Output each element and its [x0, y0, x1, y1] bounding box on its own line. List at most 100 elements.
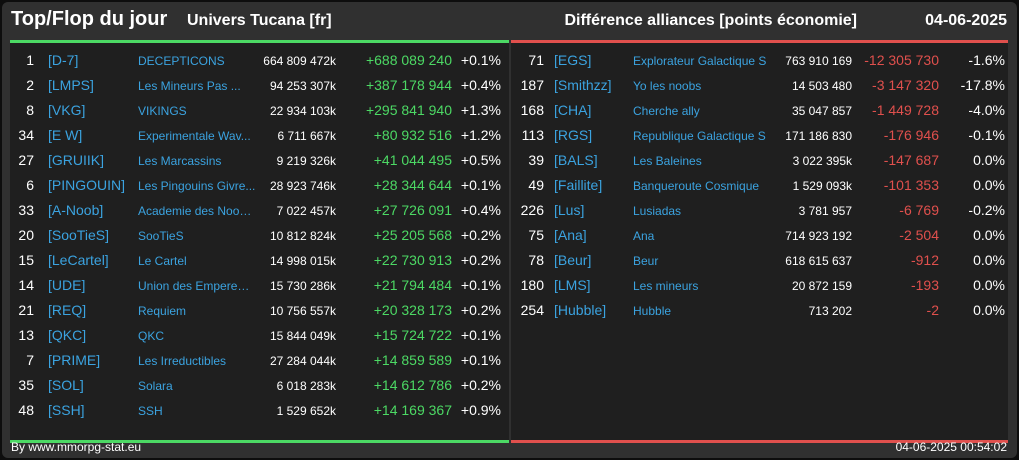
alliance-name-link[interactable]: Republique Galactique S [633, 129, 766, 143]
alliance-name-link[interactable]: Union des Empereur... [138, 279, 256, 293]
rank-cell: 33 [18, 202, 34, 218]
alliance-name-link[interactable]: SSH [138, 404, 163, 418]
diff-cell: +20 328 173 [373, 302, 452, 318]
diff-cell: +22 730 913 [373, 252, 452, 268]
diff-cell: +27 726 091 [373, 202, 452, 218]
percent-cell: 0.0% [973, 227, 1005, 243]
percent-cell: 0.0% [973, 177, 1005, 193]
alliance-name-link[interactable]: Lusiadas [633, 204, 682, 218]
alliance-name-link[interactable]: Les Baleines [633, 154, 702, 168]
alliance-tag-link[interactable]: [LMS] [554, 277, 591, 293]
alliance-row: 71 [EGS] Explorateur Galactique S 763 910 1… [511, 49, 1008, 74]
alliance-name-link[interactable]: Les Mineurs Pas ... [138, 79, 241, 93]
alliance-tag-link[interactable]: [A-Noob] [48, 202, 104, 218]
generated-timestamp: 04-06-2025 00:54:02 [895, 440, 1007, 454]
percent-cell: +0.9% [460, 402, 501, 418]
alliance-tag-link[interactable]: [BALS] [554, 152, 598, 168]
alliance-name-link[interactable]: Banqueroute Cosmique [633, 179, 760, 193]
percent-cell: -0.2% [968, 202, 1005, 218]
alliance-row: 15 [LeCartel] Le Cartel 14 998 015k +22 730 … [10, 249, 509, 274]
diff-cell: -147 687 [883, 152, 939, 168]
percent-cell: +0.2% [460, 252, 501, 268]
diff-cell: +14 859 589 [373, 352, 452, 368]
points-cell: 15 730 286k [269, 279, 336, 293]
alliance-name-link[interactable]: Les mineurs [633, 279, 699, 293]
alliance-tag-link[interactable]: [SSH] [48, 402, 85, 418]
alliance-name-link[interactable]: VIKINGS [138, 104, 187, 118]
rank-cell: 71 [528, 52, 544, 68]
alliance-name-link[interactable]: Academie des Noob... [138, 204, 256, 218]
alliance-tag-link[interactable]: [Hubble] [554, 302, 607, 318]
header-date: 04-06-2025 [925, 12, 1007, 29]
alliance-tag-link[interactable]: [EGS] [554, 52, 592, 68]
alliance-tag-link[interactable]: [VKG] [48, 102, 86, 118]
alliance-tag-link[interactable]: [GRUIIK] [48, 152, 105, 168]
alliance-name-link[interactable]: QKC [138, 329, 165, 343]
alliance-tag-link[interactable]: [QKC] [48, 327, 87, 343]
universe-label: Univers Tucana [fr] [187, 12, 332, 29]
diff-cell: +25 205 568 [373, 227, 452, 243]
alliance-name-link[interactable]: Les Irreductibles [138, 354, 227, 368]
alliance-row: 6 [PINGOUIN] Les Pingouins Givre... 28 923 … [10, 174, 509, 199]
alliance-name-link[interactable]: Les Pingouins Givre... [138, 179, 256, 193]
points-cell: 10 812 824k [269, 229, 336, 243]
points-cell: 3 781 957 [798, 204, 852, 218]
points-cell: 28 923 746k [269, 179, 336, 193]
diff-cell: +80 932 516 [373, 127, 452, 143]
rank-cell: 21 [18, 302, 34, 318]
alliance-row: 21 [REQ] Requiem 10 756 557k +20 328 173 +0.2… [10, 299, 509, 324]
alliance-tag-link[interactable]: [PINGOUIN] [48, 177, 126, 193]
alliance-tag-link[interactable]: [E W] [48, 127, 83, 143]
alliance-row: 2 [LMPS] Les Mineurs Pas ... 94 253 307k +38… [10, 74, 509, 99]
alliance-tag-link[interactable]: [Ana] [554, 227, 587, 243]
percent-cell: +0.2% [460, 227, 501, 243]
alliance-row: 14 [UDE] Union des Empereur... 15 730 286k +… [10, 274, 509, 299]
alliance-tag-link[interactable]: [Lus] [554, 202, 585, 218]
alliance-tag-link[interactable]: [Beur] [554, 252, 592, 268]
alliance-tag-link[interactable]: [REQ] [48, 302, 87, 318]
alliance-tag-link[interactable]: [LMPS] [48, 77, 94, 93]
alliance-name-link[interactable]: SooTieS [138, 229, 184, 243]
alliance-row: 226 [Lus] Lusiadas 3 781 957 -6 769 -0.2% [511, 199, 1008, 224]
alliance-tag-link[interactable]: [SOL] [48, 377, 84, 393]
alliance-name-link[interactable]: Yo les noobs [633, 79, 702, 93]
points-cell: 3 022 395k [792, 154, 852, 168]
alliance-name-link[interactable]: Les Marcassins [138, 154, 222, 168]
points-cell: 763 910 169 [785, 54, 852, 68]
page-title: Top/Flop du jour [11, 8, 168, 30]
alliance-tag-link[interactable]: [CHA] [554, 102, 592, 118]
alliance-name-link[interactable]: Solara [138, 379, 173, 393]
alliance-row: 78 [Beur] Beur 618 615 637 -912 0.0% [511, 249, 1008, 274]
percent-cell: -1.6% [968, 52, 1005, 68]
alliance-tag-link[interactable]: [Faillite] [554, 177, 603, 193]
alliance-tag-link[interactable]: [UDE] [48, 277, 86, 293]
alliance-tag-link[interactable]: [RGS] [554, 127, 593, 143]
alliance-name-link[interactable]: DECEPTICONS [138, 54, 225, 68]
alliance-name-link[interactable]: Requiem [138, 304, 187, 318]
percent-cell: 0.0% [973, 152, 1005, 168]
alliance-row: 8 [VKG] VIKINGS 22 934 103k +295 841 940 +1.3… [10, 99, 509, 124]
rank-cell: 2 [26, 77, 34, 93]
alliance-name-link[interactable]: Ana [633, 229, 655, 243]
alliance-name-link[interactable]: Cherche ally [633, 104, 700, 118]
alliance-row: 187 [Smithzz] Yo les noobs 14 503 480 -3 147… [511, 74, 1008, 99]
alliance-row: 33 [A-Noob] Academie des Noob... 7 022 457k… [10, 199, 509, 224]
alliance-tag-link[interactable]: [SooTieS] [48, 227, 109, 243]
alliance-name-link[interactable]: Hubble [633, 304, 672, 318]
diff-cell: -193 [910, 277, 939, 293]
rank-cell: 15 [18, 252, 34, 268]
alliance-name-link[interactable]: Le Cartel [138, 254, 187, 268]
alliance-name-link[interactable]: Explorateur Galactique S [633, 54, 767, 68]
alliance-tag-link[interactable]: [Smithzz] [554, 77, 612, 93]
alliance-tag-link[interactable]: [LeCartel] [48, 252, 109, 268]
alliance-tag-link[interactable]: [D-7] [48, 52, 79, 68]
alliance-name-link[interactable]: Experimentale Wav... [138, 129, 251, 143]
percent-cell: +0.2% [460, 302, 501, 318]
alliance-tag-link[interactable]: [PRIME] [48, 352, 101, 368]
alliance-row: 49 [Faillite] Banqueroute Cosmique 1 529 09… [511, 174, 1008, 199]
alliance-name-link[interactable]: Beur [633, 254, 659, 268]
points-cell: 10 756 557k [269, 304, 336, 318]
percent-cell: +1.3% [460, 102, 501, 118]
flop-panel: 71 [EGS] Explorateur Galactique S 763 910 1… [511, 40, 1008, 443]
points-cell: 713 202 [808, 304, 852, 318]
